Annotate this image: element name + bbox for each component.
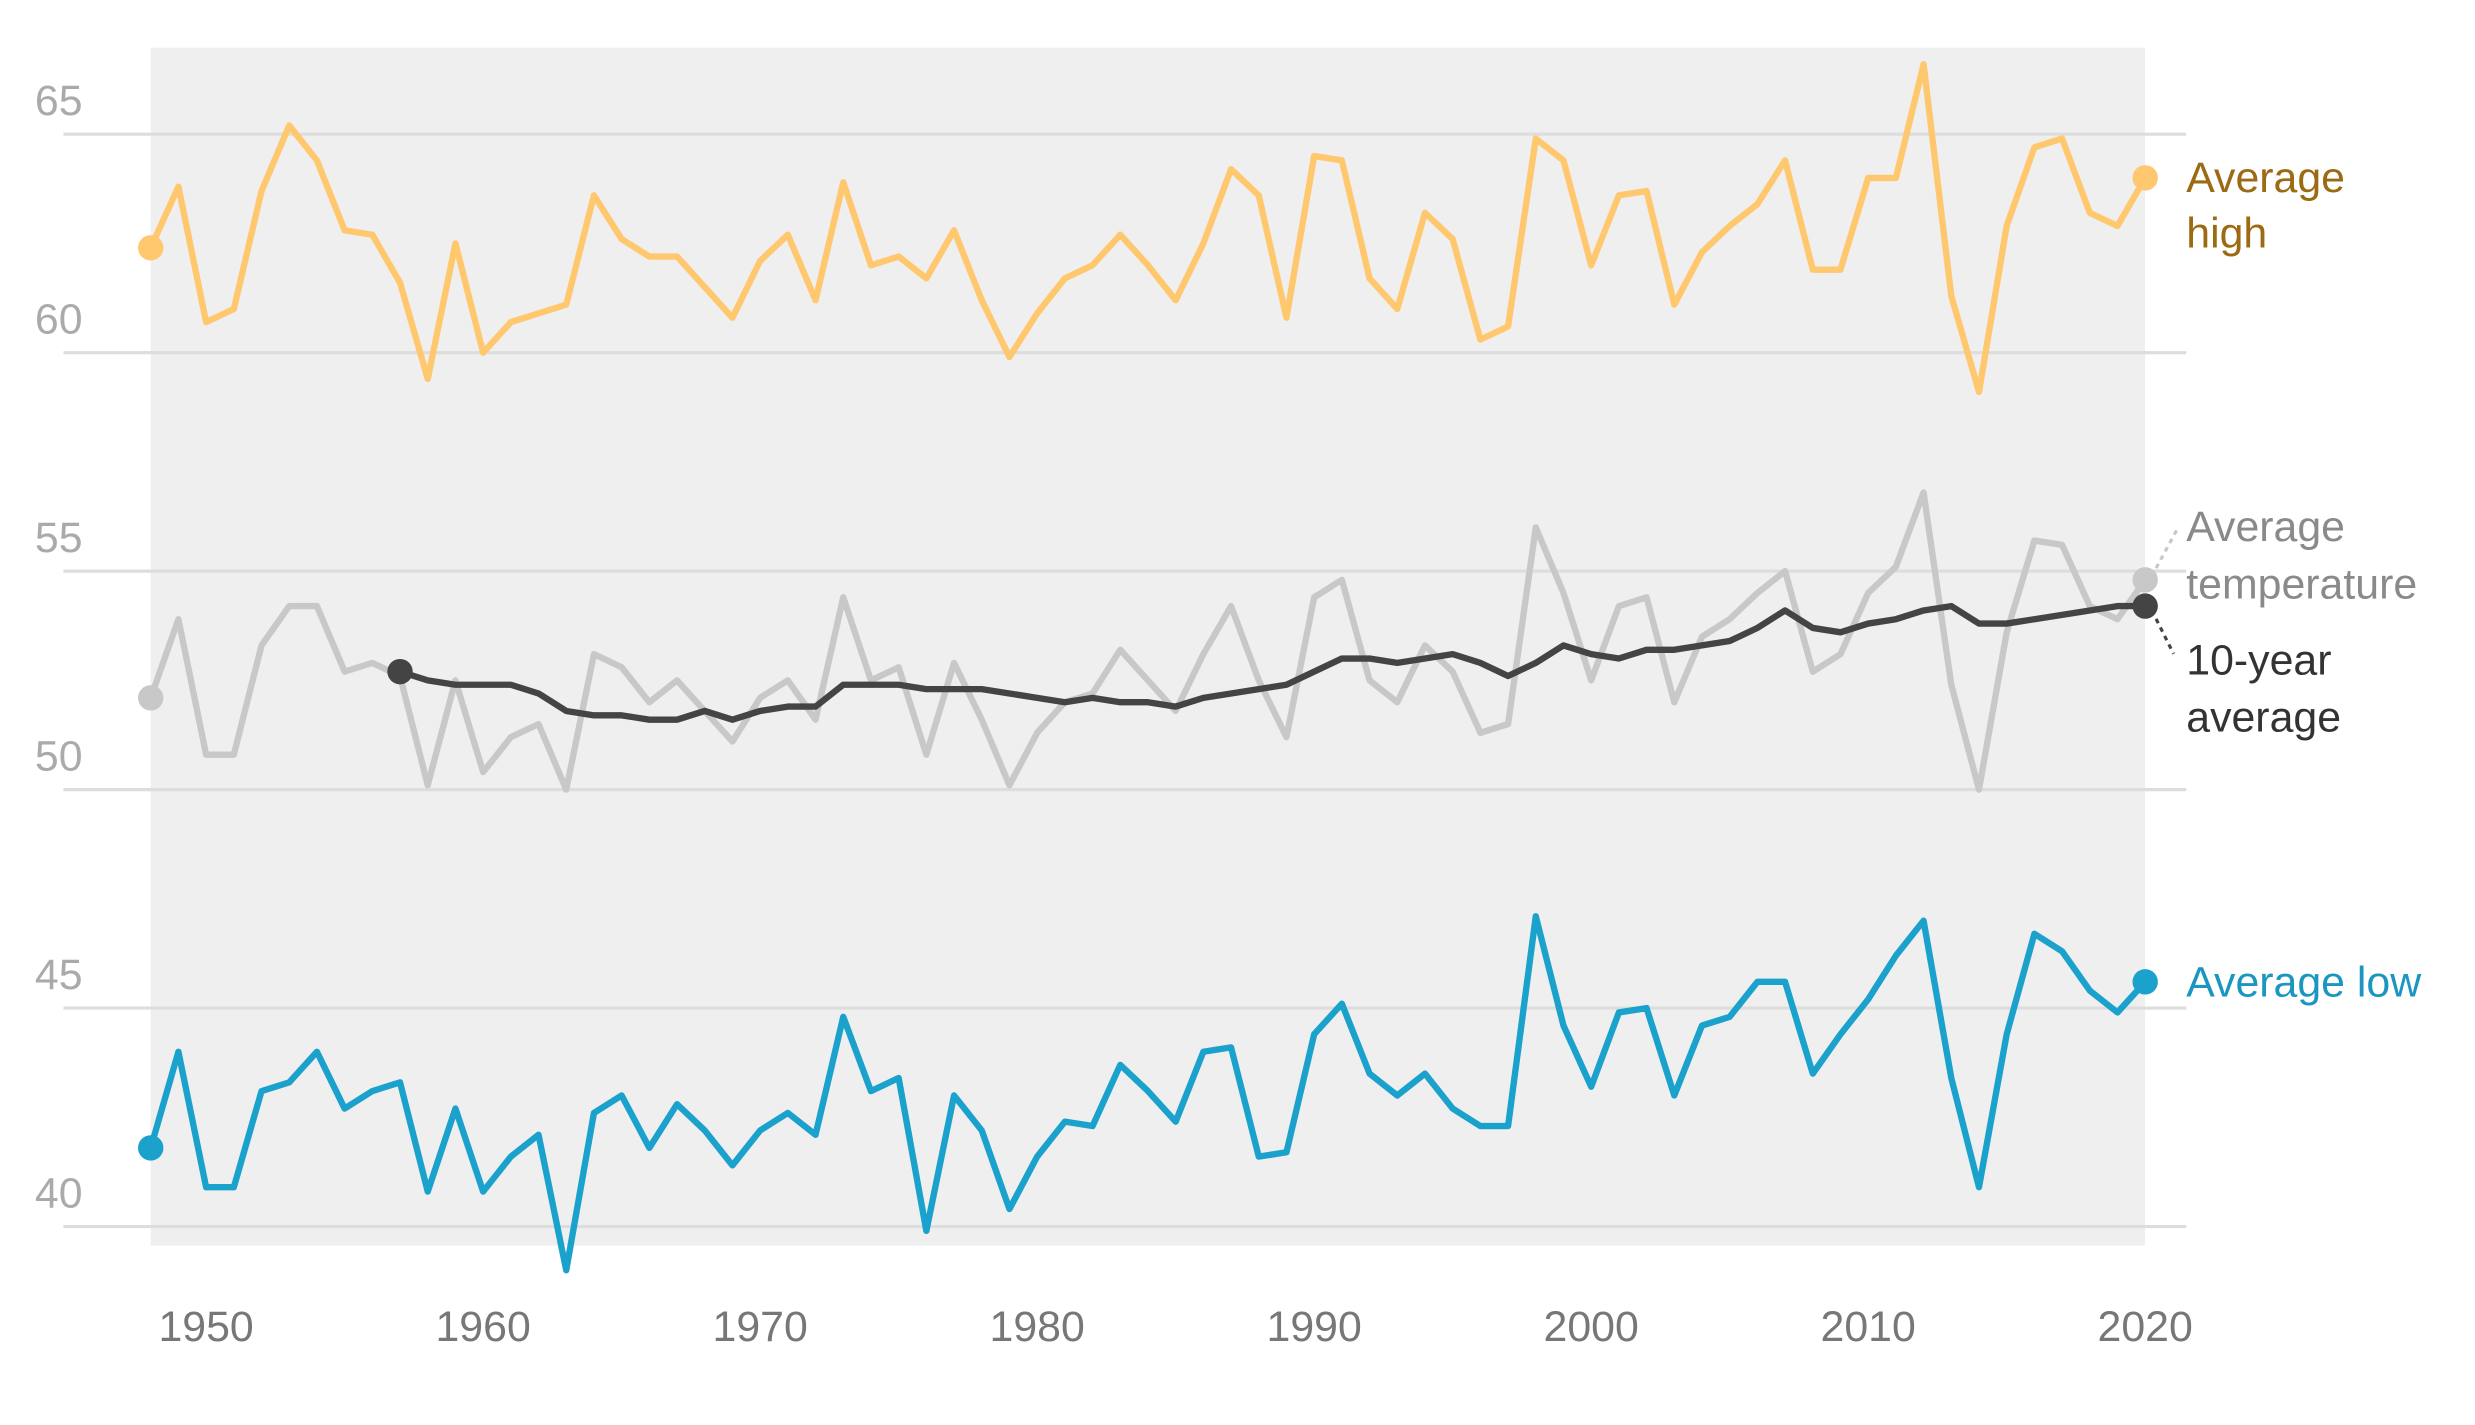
series-end-point: [2132, 567, 2158, 593]
series-start-point: [387, 658, 413, 685]
shaded-band: [150, 47, 2145, 1246]
leader-line: [2154, 618, 2175, 655]
series-line-0: [147, 61, 2148, 396]
series-end-point: [2132, 969, 2158, 995]
series-line-3: [147, 913, 2148, 1274]
x-tick-label: 1960: [435, 1303, 530, 1351]
y-tick-label: 55: [35, 514, 83, 562]
series-label: Average: [2186, 503, 2345, 551]
x-tick-label: 2000: [1544, 1303, 1639, 1351]
leader-line: [2154, 529, 2179, 569]
y-tick-label: 40: [35, 1170, 83, 1218]
series-label: 10-year: [2186, 636, 2331, 684]
y-tick-label: 50: [35, 733, 83, 781]
series-line-1: [147, 489, 2148, 793]
y-tick-label: 60: [35, 296, 83, 344]
series-label: temperature: [2186, 560, 2417, 608]
x-tick-label: 1990: [1267, 1303, 1362, 1351]
series-line-2: [399, 602, 2146, 723]
series-start-point: [138, 1135, 164, 1161]
series-end-point: [2132, 165, 2158, 191]
series-label: high: [2186, 210, 2267, 258]
series-end-point: [2132, 593, 2158, 619]
series-label: Average: [2186, 154, 2345, 202]
series-label: Average low: [2186, 958, 2422, 1006]
x-tick-label: 1980: [990, 1303, 1085, 1351]
x-tick-label: 2020: [2098, 1303, 2193, 1351]
series-label: average: [2186, 694, 2341, 742]
series-start-point: [138, 685, 164, 711]
x-tick-label: 1970: [713, 1303, 808, 1351]
y-tick-label: 45: [35, 951, 83, 999]
series-start-point: [138, 235, 164, 261]
y-tick-label: 65: [35, 77, 83, 125]
x-tick-label: 2010: [1821, 1303, 1916, 1351]
x-tick-label: 1950: [158, 1303, 253, 1351]
